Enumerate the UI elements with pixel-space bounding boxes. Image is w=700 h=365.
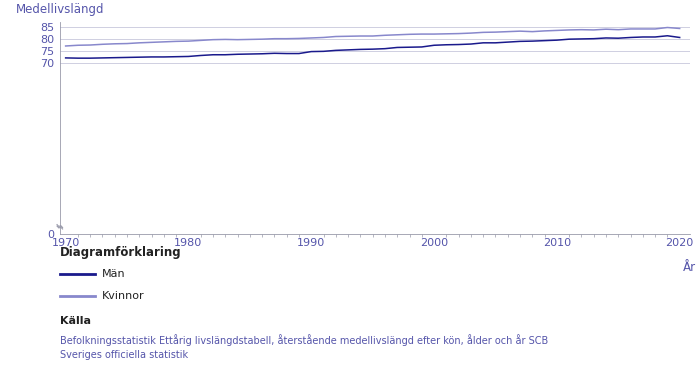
Text: Källa: Källa — [60, 316, 90, 326]
Text: Män: Män — [102, 269, 125, 279]
Text: Sveriges officiella statistik: Sveriges officiella statistik — [60, 350, 188, 360]
Text: Befolkningsstatistik Ettårig livslängdstabell, återstående medellivslängd efter : Befolkningsstatistik Ettårig livslängdst… — [60, 334, 547, 346]
Text: Medellivslängd: Medellivslängd — [15, 3, 104, 16]
Text: Kvinnor: Kvinnor — [102, 291, 144, 301]
Text: År: År — [682, 261, 696, 274]
Text: Diagramförklaring: Diagramförklaring — [60, 246, 181, 260]
